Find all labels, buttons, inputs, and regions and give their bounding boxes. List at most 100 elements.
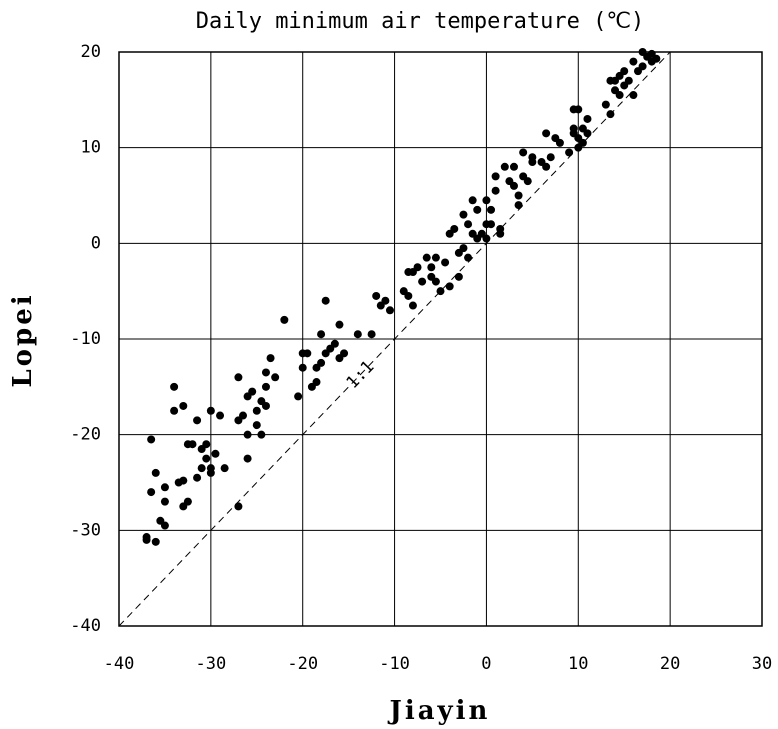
point — [188, 440, 197, 449]
point — [147, 488, 156, 497]
point — [418, 277, 427, 286]
point — [261, 401, 270, 410]
point — [408, 301, 417, 310]
point — [487, 205, 496, 214]
point — [404, 291, 413, 300]
point — [367, 330, 376, 339]
point — [372, 291, 381, 300]
point — [652, 54, 661, 63]
point — [445, 282, 454, 291]
y-tick-label: 10 — [81, 138, 101, 158]
point — [624, 76, 633, 85]
point — [142, 533, 151, 542]
point — [330, 339, 339, 348]
point — [482, 234, 491, 243]
point — [179, 476, 188, 485]
point — [252, 421, 261, 430]
point — [170, 382, 179, 391]
point — [487, 220, 496, 229]
point — [555, 138, 564, 147]
point — [243, 430, 252, 439]
point — [206, 468, 215, 477]
point — [220, 464, 229, 473]
point — [243, 454, 252, 463]
point — [252, 406, 261, 415]
point — [427, 263, 436, 272]
point — [514, 191, 523, 200]
point — [340, 349, 349, 358]
point — [234, 502, 243, 511]
point — [519, 148, 528, 157]
point — [160, 521, 169, 530]
point — [468, 196, 477, 205]
plot-frame — [118, 51, 763, 627]
point — [509, 181, 518, 190]
point — [266, 354, 275, 363]
point — [147, 435, 156, 444]
point — [542, 129, 551, 138]
point — [459, 244, 468, 253]
point — [202, 440, 211, 449]
point — [528, 153, 537, 162]
point — [202, 454, 211, 463]
point — [422, 253, 431, 262]
point — [303, 349, 312, 358]
point — [413, 263, 422, 272]
y-tick-label: 0 — [91, 233, 101, 253]
point — [496, 229, 505, 238]
point — [523, 177, 532, 186]
point — [514, 201, 523, 210]
y-tick-label: 20 — [81, 42, 101, 62]
y-tick-label: -20 — [70, 425, 101, 445]
x-tick-label: 10 — [568, 654, 588, 674]
point — [473, 205, 482, 214]
point — [193, 416, 202, 425]
point — [234, 373, 243, 382]
point — [239, 411, 248, 420]
point — [261, 368, 270, 377]
x-tick-label: 0 — [481, 654, 491, 674]
point — [574, 105, 583, 114]
point — [578, 138, 587, 147]
point — [482, 196, 491, 205]
point — [381, 296, 390, 305]
point — [441, 258, 450, 267]
point — [151, 468, 160, 477]
point — [183, 497, 192, 506]
point — [317, 330, 326, 339]
point — [335, 320, 344, 329]
point — [454, 272, 463, 281]
point — [321, 296, 330, 305]
point — [431, 253, 440, 262]
point — [317, 358, 326, 367]
point — [542, 162, 551, 171]
point — [160, 497, 169, 506]
point — [620, 67, 629, 76]
point — [160, 483, 169, 492]
y-tick-label: -30 — [70, 520, 101, 540]
point — [546, 153, 555, 162]
x-tick-label: -20 — [287, 654, 318, 674]
point — [211, 449, 220, 458]
y-tick-label: -10 — [70, 329, 101, 349]
point — [298, 363, 307, 372]
point — [491, 172, 500, 181]
point — [436, 287, 445, 296]
point — [500, 162, 509, 171]
point — [464, 253, 473, 262]
y-tick-label: -40 — [70, 616, 101, 636]
point — [601, 100, 610, 109]
x-tick-label: -10 — [379, 654, 410, 674]
point — [294, 392, 303, 401]
point — [271, 373, 280, 382]
x-tick-label: 20 — [660, 654, 680, 674]
point — [312, 378, 321, 387]
point — [565, 148, 574, 157]
point — [216, 411, 225, 420]
y-axis-label: Lopei — [8, 292, 38, 387]
point — [606, 110, 615, 119]
point — [583, 129, 592, 138]
x-tick-label: -40 — [104, 654, 135, 674]
point — [509, 162, 518, 171]
